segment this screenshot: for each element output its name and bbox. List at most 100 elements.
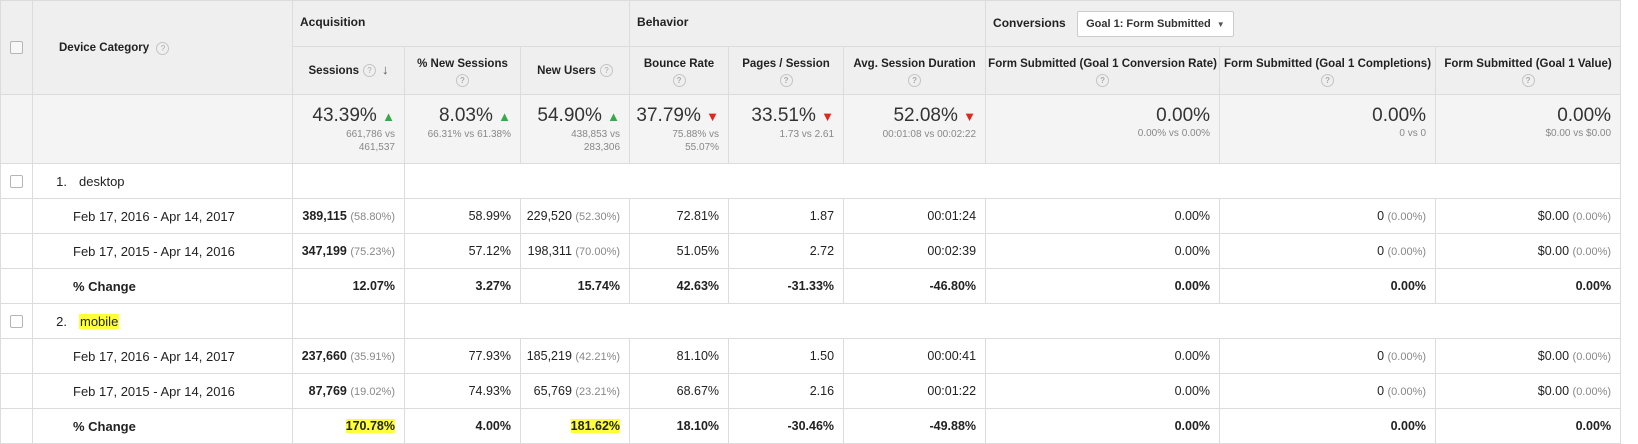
change-new-sessions: 4.00%	[404, 408, 521, 444]
totals-empty	[0, 94, 33, 164]
change-bounce-rate: 42.63%	[629, 268, 730, 304]
total-sessions-sub1: 661,786 vs	[346, 129, 395, 140]
dimension-link[interactable]: desktop	[79, 173, 125, 189]
help-icon[interactable]: ?	[156, 42, 170, 55]
sort-desc-icon[interactable]: ↓	[382, 62, 389, 77]
help-icon[interactable]: ?	[1321, 74, 1335, 87]
total-conv-rate-sub1: 0.00% vs 0.00%	[1137, 128, 1211, 139]
total-completions: 0.00% 0 vs 0	[1219, 94, 1437, 164]
change-value: 0.00%	[1435, 268, 1622, 304]
arrow-down-icon: ▼	[821, 109, 835, 124]
group-spacer	[403, 303, 1622, 339]
dimension-cell: 1. desktop	[32, 163, 293, 199]
col-sessions-label: Sessions	[308, 65, 360, 77]
dimension-link[interactable]: mobile	[79, 313, 120, 329]
col-new-users[interactable]: New Users?	[519, 46, 631, 95]
change-pages-session: -31.33%	[728, 268, 845, 304]
cell-value: $0.00 (0.00%)	[1435, 338, 1622, 374]
col-bounce-rate-label: Bounce Rate	[643, 58, 715, 70]
total-bounce-rate-sub2: 55.07%	[685, 142, 720, 153]
help-icon[interactable]: ?	[1096, 74, 1110, 87]
cell-completions: 0 (0.00%)	[1219, 233, 1437, 269]
table-row: Feb 17, 2016 - Apr 14, 2017 237,660 (35.…	[0, 338, 1622, 374]
change-row: % Change 12.07% 3.27% 15.74% 42.63% -31.…	[0, 268, 1622, 304]
cell-avg-duration: 00:01:24	[843, 198, 987, 234]
row-label: Feb 17, 2015 - Apr 14, 2016	[32, 233, 293, 269]
total-avg-duration-value: 52.08%	[893, 105, 958, 126]
cell-bounce-rate: 72.81%	[629, 198, 730, 234]
total-sessions-value: 43.39%	[312, 105, 377, 126]
acquisition-group-label: Acquisition	[291, 0, 631, 47]
col-value[interactable]: Form Submitted (Goal 1 Value) ?	[1435, 46, 1622, 95]
goal-select-value: Goal 1: Form Submitted	[1086, 17, 1211, 30]
row-checkbox[interactable]	[10, 314, 23, 328]
help-icon[interactable]: ?	[456, 74, 469, 87]
col-new-sessions[interactable]: % New Sessions ?	[404, 46, 521, 95]
totals-row: 43.39% ▲ 661,786 vs 461,537 8.03% ▲ 66.3…	[0, 94, 1622, 164]
change-conv-rate: 0.00%	[985, 268, 1221, 304]
total-new-users-value: 54.90%	[537, 105, 602, 126]
group-row: 2. mobile	[0, 303, 1622, 339]
total-value-sub1: $0.00 vs $0.00	[1545, 128, 1612, 139]
help-icon[interactable]: ?	[908, 74, 922, 87]
col-avg-duration-label: Avg. Session Duration	[853, 58, 976, 70]
total-bounce-rate: 37.79% ▼ 75.88% vs 55.07%	[629, 94, 730, 164]
row-spacer	[0, 338, 33, 374]
help-icon[interactable]: ?	[599, 63, 613, 77]
col-avg-duration[interactable]: Avg. Session Duration ?	[843, 46, 987, 95]
arrow-up-icon: ▲	[607, 109, 621, 124]
help-icon[interactable]: ?	[779, 74, 793, 87]
total-bounce-rate-sub1: 75.88% vs	[672, 129, 720, 140]
group-spacer	[403, 163, 1622, 199]
help-icon[interactable]: ?	[672, 74, 686, 87]
cell-conv-rate: 0.00%	[985, 233, 1221, 269]
col-completions[interactable]: Form Submitted (Goal 1 Completions) ?	[1219, 46, 1437, 95]
cell-conv-rate: 0.00%	[985, 198, 1221, 234]
cell-new-sessions: 74.93%	[404, 373, 521, 409]
dimension-header[interactable]: Device Category ?	[32, 0, 293, 95]
table-row: Feb 17, 2015 - Apr 14, 2016 87,769 (19.0…	[0, 373, 1622, 409]
cell-sessions: 87,769 (19.02%)	[292, 373, 405, 409]
total-pages-session: 33.51% ▼ 1.73 vs 2.61	[728, 94, 845, 164]
total-new-sessions-value: 8.03%	[438, 105, 493, 126]
cell-new-users: 229,520 (52.30%)	[519, 198, 631, 234]
col-bounce-rate[interactable]: Bounce Rate ?	[629, 46, 730, 95]
goal-select[interactable]: Goal 1: Form Submitted ▼	[1077, 10, 1234, 37]
help-icon[interactable]: ?	[1521, 74, 1535, 87]
help-icon[interactable]: ?	[363, 64, 376, 78]
dimension-label: Device Category	[59, 42, 150, 54]
group-spacer	[292, 303, 405, 339]
change-pages-session: -30.46%	[728, 408, 845, 444]
cell-new-users: 198,311 (70.00%)	[519, 233, 631, 269]
cell-pages-session: 1.50	[728, 338, 845, 374]
cell-new-sessions: 77.93%	[404, 338, 521, 374]
change-sessions: 170.78%	[292, 408, 405, 444]
conversions-group: Conversions Goal 1: Form Submitted ▼	[985, 0, 1622, 47]
total-avg-duration-sub1: 00:01:08 vs 00:02:22	[882, 129, 977, 140]
total-value-value: 0.00%	[1557, 105, 1612, 126]
select-all-checkbox[interactable]	[10, 41, 23, 54]
dimension-cell: 2. mobile	[32, 303, 293, 339]
col-sessions[interactable]: Sessions? ↓	[292, 46, 405, 95]
col-conv-rate-label: Form Submitted (Goal 1 Conversion Rate)	[988, 58, 1217, 70]
cell-avg-duration: 00:01:22	[843, 373, 987, 409]
row-checkbox[interactable]	[10, 174, 23, 188]
total-bounce-rate-value: 37.79%	[636, 105, 701, 126]
change-sessions: 12.07%	[292, 268, 405, 304]
total-new-users: 54.90% ▲ 438,853 vs 283,306	[519, 94, 631, 164]
cell-value: $0.00 (0.00%)	[1435, 373, 1622, 409]
row-spacer	[0, 408, 33, 444]
col-value-label: Form Submitted (Goal 1 Value)	[1444, 58, 1612, 70]
cell-bounce-rate: 68.67%	[629, 373, 730, 409]
table-row: Feb 17, 2015 - Apr 14, 2016 347,199 (75.…	[0, 233, 1622, 269]
total-sessions-sub2: 461,537	[358, 142, 395, 153]
row-spacer	[0, 268, 33, 304]
row-checkbox-cell	[0, 303, 33, 339]
col-pages-session[interactable]: Pages / Session ?	[728, 46, 845, 95]
arrow-down-icon: ▼	[963, 109, 977, 124]
col-conv-rate[interactable]: Form Submitted (Goal 1 Conversion Rate) …	[985, 46, 1221, 95]
total-new-users-sub1: 438,853 vs	[571, 129, 621, 140]
row-label: Feb 17, 2015 - Apr 14, 2016	[32, 373, 293, 409]
table-row: Feb 17, 2016 - Apr 14, 2017 389,115 (58.…	[0, 198, 1622, 234]
total-pages-session-value: 33.51%	[751, 105, 816, 126]
